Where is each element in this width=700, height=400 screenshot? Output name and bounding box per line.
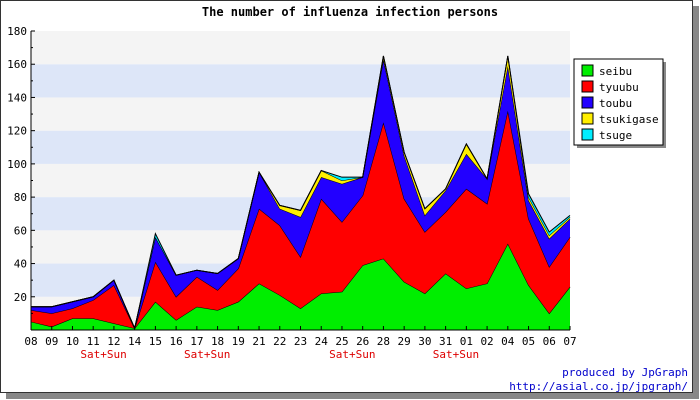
x-tick-label: 02 [480,335,493,348]
x-tick-label: 08 [24,335,37,348]
legend-swatch-seibu [581,64,594,77]
x-tick-label: 25 [335,335,348,348]
x-tick-label: 06 [543,335,556,348]
grid-band [31,31,570,65]
y-tick-label: 160 [7,58,27,71]
x-tick-label: 10 [66,335,79,348]
x-tick-label: 17 [190,335,203,348]
y-tick-label: 40 [14,258,27,271]
x-tick-label: 18 [211,335,224,348]
chart-title: The number of influenza infection person… [202,5,498,19]
credit-text: produced by JpGraph [562,366,688,379]
y-tick-label: 20 [14,291,27,304]
legend-label-tsukigase: tsukigase [599,113,659,126]
legend-label-tyuubu: tyuubu [599,81,639,94]
legend-swatch-tsukigase [581,112,594,125]
weekend-marker: Sat+Sun [329,348,375,361]
weekend-marker: Sat+Sun [80,348,126,361]
x-tick-label: 14 [128,335,142,348]
grid-band [31,64,570,98]
legend-swatch-toubu [581,96,594,109]
series-area-tyuubu [31,110,570,329]
y-tick-label: 80 [14,191,27,204]
frame-shadow-bottom [6,393,699,399]
x-tick-label: 23 [294,335,307,348]
y-tick-label: 180 [7,25,27,38]
x-tick-label: 22 [273,335,286,348]
y-tick-label: 100 [7,158,27,171]
x-tick-label: 15 [149,335,162,348]
series-area-seibu [31,243,570,330]
y-axis-ticks: 20 40 60 80 100 120 140 160 180 [7,25,35,314]
legend-swatch-tyuubu [581,80,594,93]
legend: seibu tyuubu toubu tsukigase tsuge [573,58,666,148]
x-tick-label: 31 [439,335,452,348]
grid-band [31,130,570,164]
series-line-tsuge [31,55,571,330]
x-tick-label: 01 [460,335,473,348]
x-tick-label: 21 [252,335,265,348]
y-tick-label: 140 [7,91,27,104]
credit-url: http://asial.co.jp/jpgraph/ [509,380,688,393]
x-tick-label: 04 [501,335,515,348]
legend-label-seibu: seibu [599,65,632,78]
x-tick-label: 29 [398,335,411,348]
series-area-toubu [31,59,570,329]
legend-label-tsuge: tsuge [599,129,632,142]
x-tick-label: 12 [107,335,120,348]
x-tick-label: 19 [232,335,245,348]
frame-shadow-right [693,6,699,399]
weekend-marker: Sat+Sun [184,348,230,361]
grid-band [31,97,570,131]
legend-label-toubu: toubu [599,97,632,110]
y-tick-label: 60 [14,224,27,237]
legend-swatch-tsuge [581,128,594,141]
x-tick-label: 07 [563,335,576,348]
x-tick-label: 09 [45,335,58,348]
x-tick-label: 26 [356,335,369,348]
x-tick-label: 05 [522,335,535,348]
x-tick-label: 16 [169,335,182,348]
y-tick-label: 120 [7,125,27,138]
x-tick-label: 28 [377,335,390,348]
x-tick-label: 30 [418,335,431,348]
x-axis-ticks: 08 09 10 11 12 14 15 16 17 18 19 21 22 23 24 25 26 28 29 30… [24,326,577,361]
weekend-marker: Sat+Sun [433,348,479,361]
x-tick-label: 11 [87,335,100,348]
area-series [30,55,571,330]
x-tick-label: 24 [315,335,329,348]
